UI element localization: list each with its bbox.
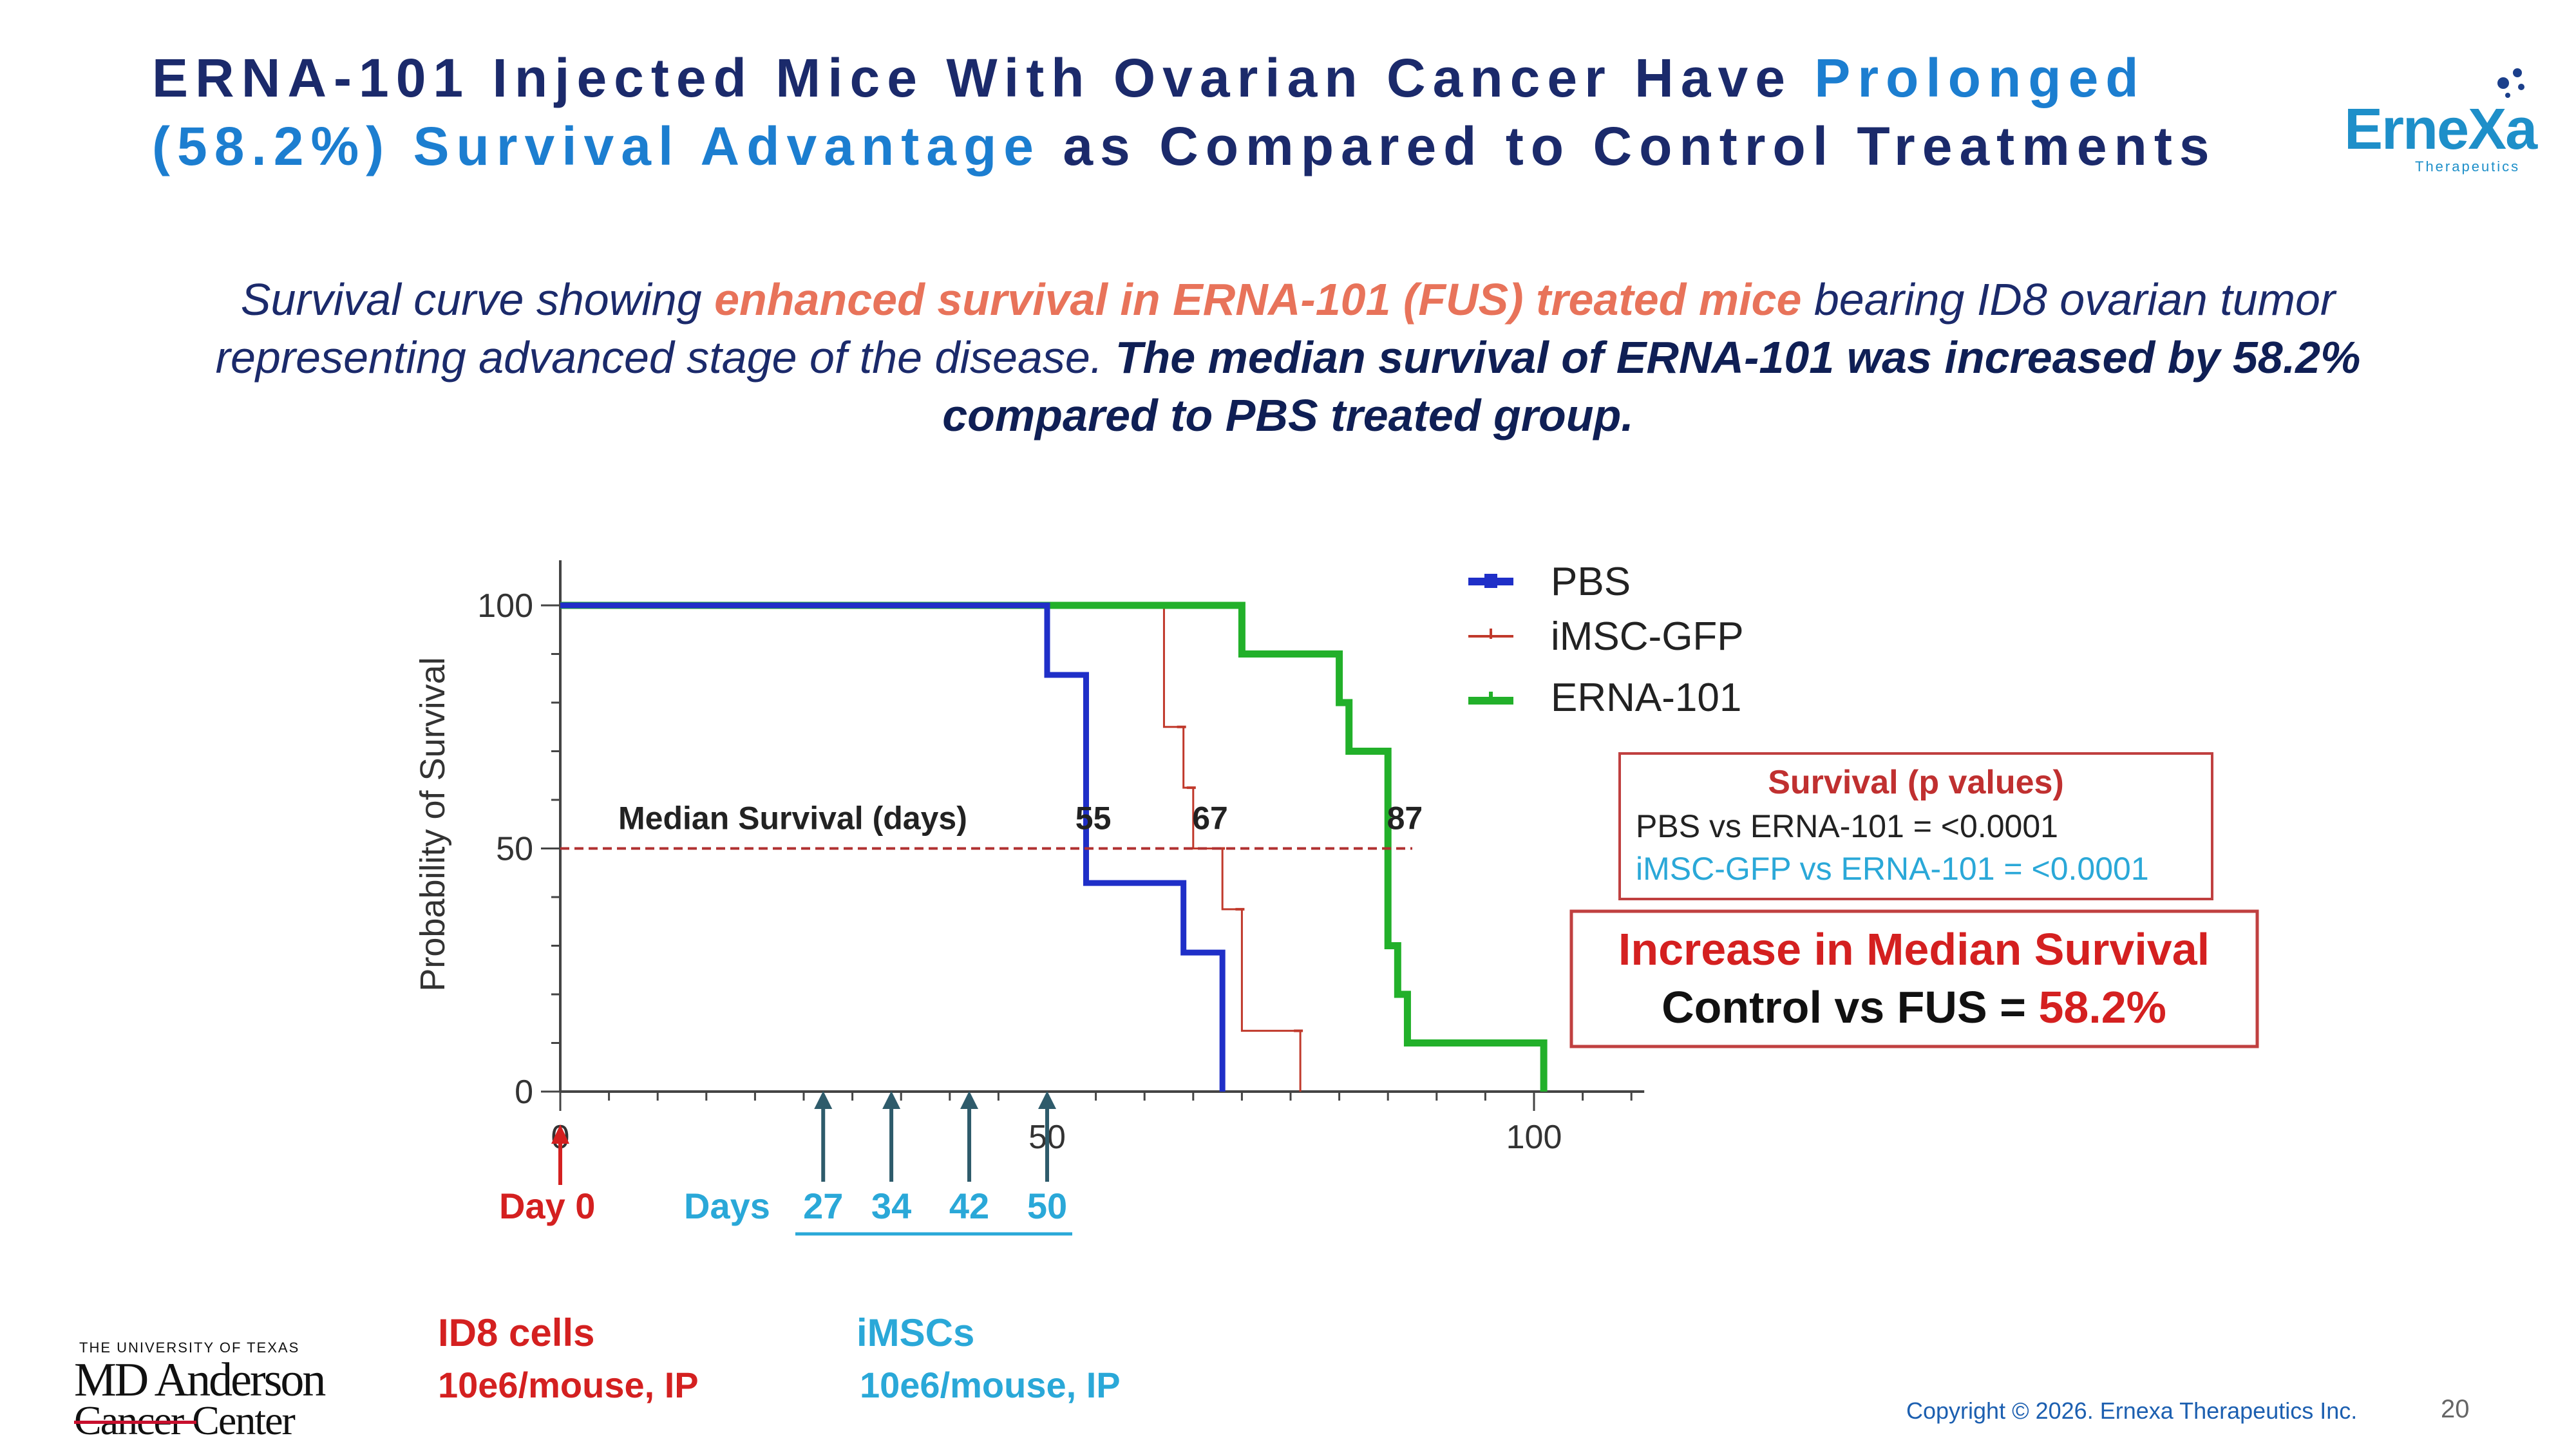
title-part2: as Compared to Control Treatments — [1063, 116, 2217, 176]
median-layer: Median Survival (days) 55 67 87 — [560, 800, 1423, 850]
y-tick-label: 100 — [477, 587, 533, 625]
legend-label-erna: ERNA-101 — [1551, 676, 1741, 720]
chart-legend: PBS iMSC-GFP ERNA-101 — [1468, 560, 1744, 720]
logo-brand: ErneXa — [2344, 97, 2537, 162]
chart-axes: 050100050100 — [477, 560, 1645, 1156]
day0-label: Day 0 — [499, 1186, 595, 1226]
md-anderson-logo: THE UNIVERSITY OF TEXAS MD Anderson Canc… — [74, 1340, 396, 1441]
timeline-layer: Day 0 Days ID8 cells 10e6/mouse, IP iMSC… — [438, 1091, 1121, 1405]
pvalue-box: Survival (p values) PBS vs ERNA-101 = <0… — [1618, 752, 2213, 900]
id8-title: ID8 cells — [438, 1311, 595, 1354]
imsc-dose: 10e6/mouse, IP — [860, 1365, 1121, 1405]
y-tick-label: 50 — [496, 831, 533, 868]
subtitle-bold: The median survival of ERNA-101 was incr… — [942, 332, 2361, 440]
increase-line2-value: 58.2% — [2038, 982, 2166, 1032]
page-number: 20 — [2441, 1395, 2470, 1423]
y-axis-label: Probability of Survival — [413, 657, 452, 991]
md-anderson-strike — [74, 1421, 196, 1424]
injection-arrow-head — [814, 1091, 833, 1109]
series-line-pbs — [560, 602, 1226, 1092]
copyright: Copyright © 2026. Ernexa Therapeutics In… — [1906, 1397, 2358, 1424]
md-anderson-line3: Cancer Center — [74, 1397, 296, 1443]
injection-day-label: 34 — [871, 1186, 911, 1226]
md-anderson-line1: THE UNIVERSITY OF TEXAS — [79, 1340, 300, 1356]
y-tick-label: 0 — [515, 1074, 533, 1111]
legend-label-pbs: PBS — [1551, 560, 1631, 604]
subtitle-highlight: enhanced survival in ERNA-101 (FUS) trea… — [714, 274, 1802, 325]
injection-arrow-head — [960, 1091, 979, 1109]
subtitle-part2: bearing ID8 ovarian tumor representing a… — [215, 274, 2336, 383]
pvalue-line1: PBS vs ERNA-101 = <0.0001 — [1636, 808, 2058, 844]
series-line-imsc-gfp — [560, 604, 1302, 1092]
slide-title: ERNA-101 Injected Mice With Ovarian Canc… — [152, 44, 2342, 180]
injection-arrow-head — [1038, 1091, 1056, 1109]
injection-arrow-head — [882, 1091, 901, 1109]
series-layer — [560, 601, 1548, 1092]
subtitle-part1: Survival curve showing — [240, 274, 702, 325]
increase-line1: Increase in Median Survival — [1618, 924, 2210, 974]
md-anderson-line2: MD Anderson — [74, 1354, 326, 1406]
injection-day-label: 42 — [949, 1186, 989, 1226]
logo-tagline: Therapeutics — [2415, 158, 2521, 175]
median-value-label: 55 — [1075, 800, 1112, 837]
median-value-label: 87 — [1387, 800, 1423, 837]
day0-arrow-head — [551, 1124, 569, 1144]
pvalue-line2: iMSC-GFP vs ERNA-101 = <0.0001 — [1636, 851, 2149, 887]
increase-line2: Control vs FUS = 58.2% — [1662, 982, 2166, 1032]
x-tick-label: 100 — [1506, 1119, 1562, 1156]
imsc-title: iMSCs — [857, 1311, 974, 1354]
median-value-label: 67 — [1192, 800, 1228, 837]
increase-box: Increase in Median Survival Control vs F… — [1569, 909, 2259, 1048]
injection-day-label: 50 — [1027, 1186, 1067, 1226]
slide-subtitle: Survival curve showing enhanced survival… — [129, 270, 2447, 444]
injection-day-label: 27 — [803, 1186, 843, 1226]
legend-marker-pbs — [1484, 574, 1497, 588]
days-label: Days — [684, 1186, 770, 1226]
increase-line2-prefix: Control vs FUS = — [1662, 982, 2026, 1032]
pvalue-title: Survival (p values) — [1768, 764, 2064, 801]
ernexa-logo: ErneXa Therapeutics — [2344, 64, 2557, 175]
title-part1: ERNA-101 Injected Mice With Ovarian Canc… — [152, 48, 1792, 108]
title-highlight: Prolonged (58.2%) Survival Advantage — [152, 48, 2146, 176]
id8-dose: 10e6/mouse, IP — [438, 1365, 699, 1405]
legend-label-imsc: iMSC-GFP — [1551, 614, 1744, 659]
median-label: Median Survival (days) — [618, 800, 967, 837]
